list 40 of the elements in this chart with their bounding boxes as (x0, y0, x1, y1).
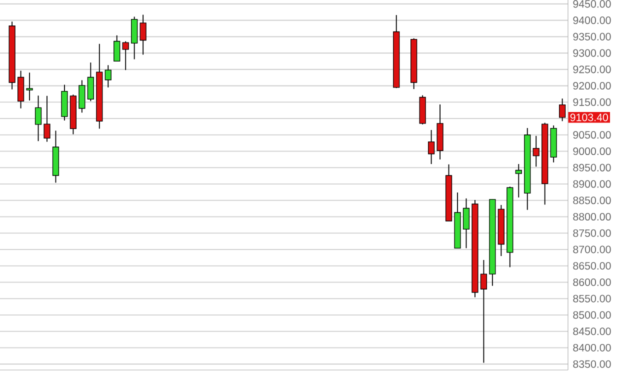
y-tick-label: 8400.00 (573, 344, 611, 352)
candlestick (559, 98, 566, 122)
candlestick (114, 34, 120, 62)
y-tick-label: 9450.00 (573, 0, 611, 8)
y-tick-label: 8700.00 (573, 246, 611, 254)
y-tick-label: 8450.00 (573, 328, 611, 336)
candlestick (462, 198, 470, 249)
candlestick (104, 64, 112, 88)
y-tick-label: 8350.00 (573, 360, 611, 368)
y-tick-label: 9200.00 (573, 82, 611, 90)
candlestick (140, 14, 146, 56)
text: 9103.40 (570, 114, 608, 122)
y-tick-label: 8600.00 (573, 278, 611, 286)
y-tick-label: 9300.00 (573, 49, 611, 57)
y-tick-label: 8750.00 (573, 229, 611, 237)
candlestick (87, 62, 94, 102)
candlestick (122, 40, 129, 71)
y-tick-label: 8500.00 (573, 311, 611, 319)
y-tick-label: 9050.00 (573, 131, 611, 139)
y-tick-label: 9350.00 (573, 32, 611, 40)
y-tick-label: 8650.00 (573, 262, 611, 270)
candlestick (26, 72, 33, 101)
candlestick (515, 164, 522, 198)
y-tick-label: 9150.00 (573, 98, 611, 106)
y-tick-label: 9000.00 (573, 147, 611, 156)
candlestick (44, 95, 50, 142)
y-tick-label: 8950.00 (573, 164, 611, 172)
candlestick (78, 80, 86, 114)
y-tick-label: 8550.00 (573, 294, 611, 302)
y-tick-label: 8850.00 (573, 196, 611, 204)
candlestick (17, 70, 24, 109)
candlestick (428, 130, 435, 165)
y-tick-label: 8800.00 (573, 212, 611, 221)
candlestick (131, 16, 138, 60)
candlestick (34, 95, 42, 142)
candlestick (480, 260, 488, 364)
candlestick (532, 135, 540, 168)
y-tick-label: 9400.00 (573, 16, 611, 24)
y-tick-label: 8900.00 (573, 180, 611, 188)
y-tick-label: 9250.00 (573, 66, 611, 74)
